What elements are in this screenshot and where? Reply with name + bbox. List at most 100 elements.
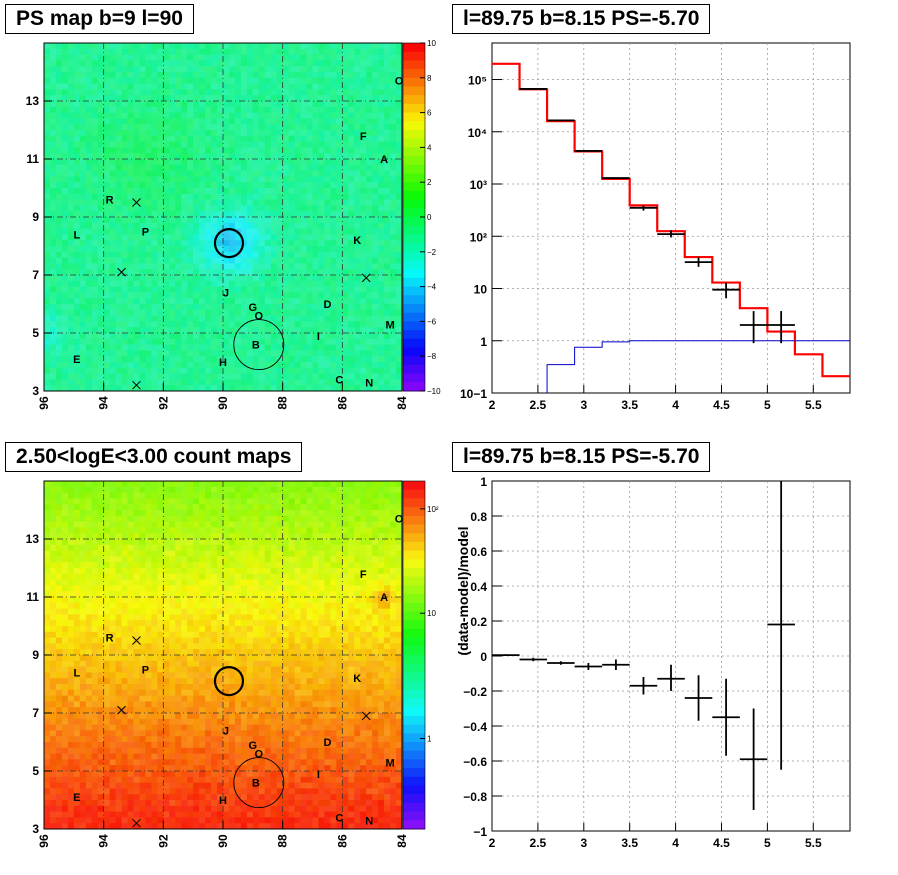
map-pixel xyxy=(97,286,105,293)
map-pixel xyxy=(348,95,355,102)
map-pixel xyxy=(169,193,176,200)
map-pixel xyxy=(199,182,206,189)
map-pixel xyxy=(145,684,152,691)
map-pixel xyxy=(151,533,158,540)
map-pixel xyxy=(44,304,51,311)
map-pixel xyxy=(390,124,397,131)
map-pixel xyxy=(336,321,343,328)
map-pixel xyxy=(372,246,379,253)
map-pixel xyxy=(133,60,140,67)
map-pixel xyxy=(67,228,75,235)
map-pixel xyxy=(97,544,105,551)
map-pixel xyxy=(79,315,87,322)
map-pixel xyxy=(109,817,116,824)
map-pixel xyxy=(73,643,81,650)
map-pixel xyxy=(264,130,272,137)
map-pixel xyxy=(318,43,325,50)
map-pixel xyxy=(175,54,182,61)
map-pixel xyxy=(354,304,361,311)
map-pixel xyxy=(115,539,122,546)
map-pixel xyxy=(294,228,301,235)
map-pixel xyxy=(79,367,87,374)
map-pixel xyxy=(372,66,379,73)
map-pixel xyxy=(378,269,385,276)
map-pixel xyxy=(133,602,140,609)
map-pixel xyxy=(270,193,278,200)
map-pixel xyxy=(61,362,69,369)
map-pixel xyxy=(91,631,99,638)
map-pixel xyxy=(312,141,319,148)
map-pixel xyxy=(169,356,176,363)
map-pixel xyxy=(330,327,337,334)
map-pixel xyxy=(378,367,385,374)
map-pixel xyxy=(366,298,373,305)
map-pixel xyxy=(49,83,57,90)
map-pixel xyxy=(354,344,361,351)
map-pixel xyxy=(258,211,266,218)
map-pixel xyxy=(67,765,75,772)
map-pixel xyxy=(193,228,200,235)
map-pixel xyxy=(61,631,69,638)
source-label: G xyxy=(249,302,258,314)
map-pixel xyxy=(354,164,361,171)
map-pixel xyxy=(390,101,397,108)
map-pixel xyxy=(336,72,343,79)
map-pixel xyxy=(205,106,212,113)
map-pixel xyxy=(61,591,69,598)
map-pixel xyxy=(91,101,99,108)
map-pixel xyxy=(44,533,51,540)
map-pixel xyxy=(372,60,379,67)
map-pixel xyxy=(121,492,128,499)
map-pixel xyxy=(73,333,81,340)
map-pixel xyxy=(139,112,146,119)
map-pixel xyxy=(348,130,355,137)
map-pixel xyxy=(139,533,146,540)
map-pixel xyxy=(187,199,194,206)
map-pixel xyxy=(55,521,63,528)
map-pixel xyxy=(151,492,158,499)
map-pixel xyxy=(187,95,194,102)
map-pixel xyxy=(139,678,146,685)
map-pixel xyxy=(145,597,152,604)
map-pixel xyxy=(145,338,152,345)
map-pixel xyxy=(151,170,158,177)
map-pixel xyxy=(133,217,140,224)
map-pixel xyxy=(85,562,93,569)
map-pixel xyxy=(384,43,391,50)
map-pixel xyxy=(354,170,361,177)
map-pixel xyxy=(133,730,140,737)
map-pixel xyxy=(133,141,140,148)
map-pixel xyxy=(79,280,87,287)
map-pixel xyxy=(79,759,87,766)
map-pixel xyxy=(324,106,331,113)
map-pixel xyxy=(133,275,140,282)
map-pixel xyxy=(169,176,176,183)
map-pixel xyxy=(61,701,69,708)
map-pixel xyxy=(103,637,111,644)
map-pixel xyxy=(73,135,81,142)
map-pixel xyxy=(79,718,87,725)
map-pixel xyxy=(163,373,170,380)
map-pixel xyxy=(246,385,254,392)
map-pixel xyxy=(360,118,367,125)
map-pixel xyxy=(67,614,75,621)
map-pixel xyxy=(91,823,99,830)
map-pixel xyxy=(234,269,242,276)
map-pixel xyxy=(109,591,116,598)
map-pixel xyxy=(205,118,212,125)
map-pixel xyxy=(67,544,75,551)
map-pixel xyxy=(294,95,301,102)
map-pixel xyxy=(396,170,403,177)
map-pixel xyxy=(175,222,182,229)
map-pixel xyxy=(175,298,182,305)
map-pixel xyxy=(79,124,87,131)
map-pixel xyxy=(61,135,69,142)
map-pixel xyxy=(61,43,69,50)
map-pixel xyxy=(91,707,99,714)
map-pixel xyxy=(246,246,254,253)
map-pixel xyxy=(133,765,140,772)
map-pixel xyxy=(193,263,200,270)
map-pixel xyxy=(44,147,51,154)
map-pixel xyxy=(193,124,200,131)
map-pixel xyxy=(240,338,248,345)
